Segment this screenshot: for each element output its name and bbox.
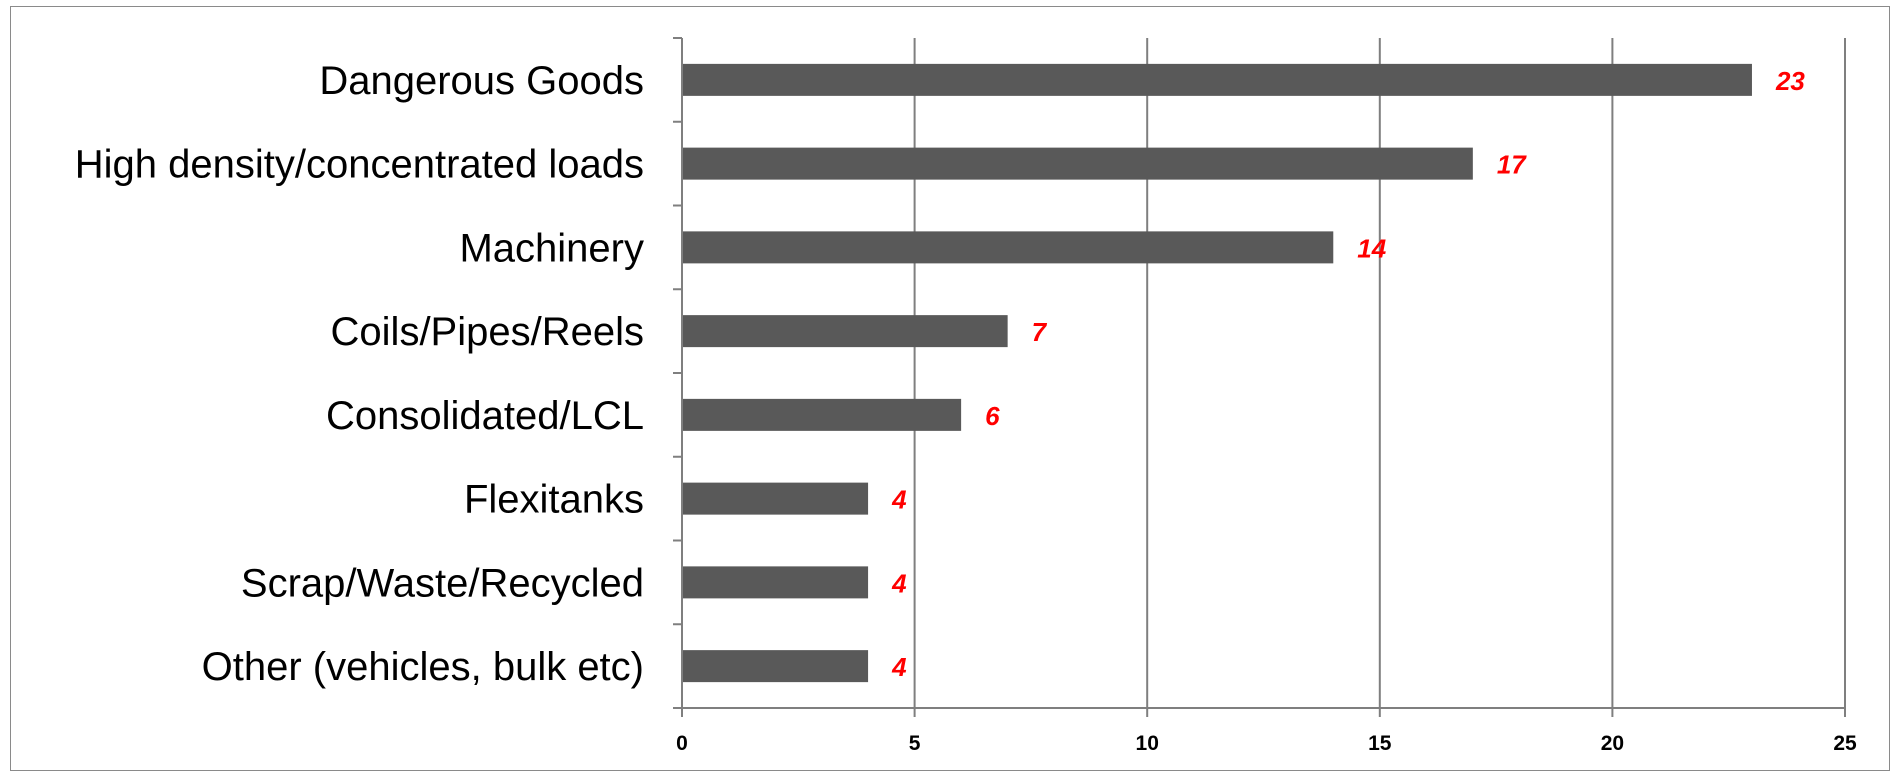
bar-4: [683, 315, 1008, 348]
category-label: Consolidated/LCL: [326, 394, 644, 438]
bar-7: [683, 566, 869, 599]
data-label: 4: [891, 485, 907, 515]
data-label: 4: [891, 568, 907, 598]
bar-1: [683, 63, 1752, 96]
category-label: High density/concentrated loads: [75, 143, 644, 187]
data-label: 7: [1032, 317, 1048, 347]
bar-5: [683, 398, 962, 431]
category-label: Coils/Pipes/Reels: [331, 310, 644, 354]
data-label: 4: [891, 652, 907, 682]
x-tick-label: 25: [1833, 732, 1857, 755]
data-label: 23: [1775, 66, 1805, 96]
category-label: Other (vehicles, bulk etc): [202, 645, 644, 689]
category-label: Dangerous Goods: [319, 59, 644, 103]
x-tick-label: 20: [1601, 732, 1624, 755]
data-label: 17: [1497, 150, 1527, 180]
bar-6: [683, 482, 869, 515]
data-label: 6: [985, 401, 1000, 431]
category-label: Flexitanks: [464, 478, 644, 522]
x-tick-label: 15: [1368, 732, 1392, 755]
bar-8: [683, 650, 869, 683]
bar-2: [683, 147, 1473, 180]
chart-frame: [10, 6, 1890, 771]
category-label: Scrap/Waste/Recycled: [241, 561, 644, 605]
bar-3: [683, 231, 1334, 264]
x-tick-label: 10: [1136, 732, 1159, 755]
category-label: Machinery: [459, 226, 644, 270]
data-label: 14: [1357, 233, 1386, 263]
x-tick-label: 5: [909, 732, 921, 755]
x-tick-label: 0: [676, 732, 688, 755]
